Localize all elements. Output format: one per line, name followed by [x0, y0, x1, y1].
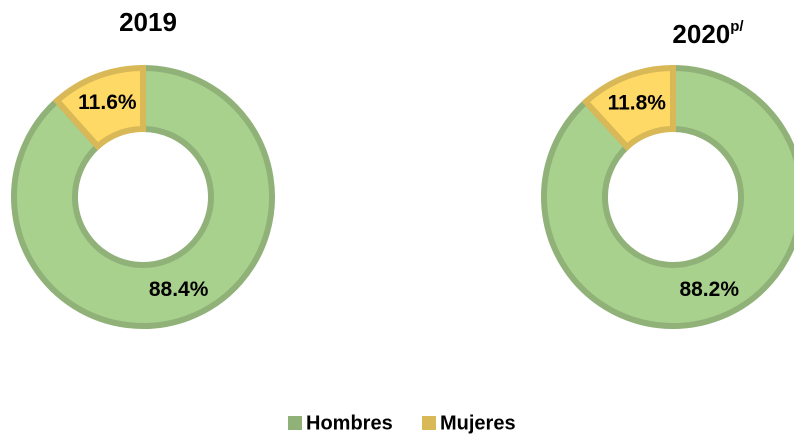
chart-title-main: 2020	[672, 19, 730, 49]
data-label: 11.6%	[78, 91, 137, 114]
legend-swatch	[288, 416, 302, 430]
data-label: 11.8%	[608, 91, 667, 114]
donut-segment	[52, 64, 146, 151]
donut-segment	[541, 64, 794, 329]
legend-swatch	[422, 416, 436, 430]
chart-title-superscript: p/	[730, 18, 744, 35]
chart-title: 2019	[119, 7, 177, 37]
legend-label: Mujeres	[440, 412, 516, 434]
donut-segment	[11, 64, 275, 329]
data-label: 88.2%	[679, 278, 739, 301]
chart-title: 2020p/	[672, 18, 744, 49]
donut-segment	[581, 64, 676, 152]
legend-label: Hombres	[306, 412, 393, 434]
data-label: 88.4%	[149, 278, 209, 301]
